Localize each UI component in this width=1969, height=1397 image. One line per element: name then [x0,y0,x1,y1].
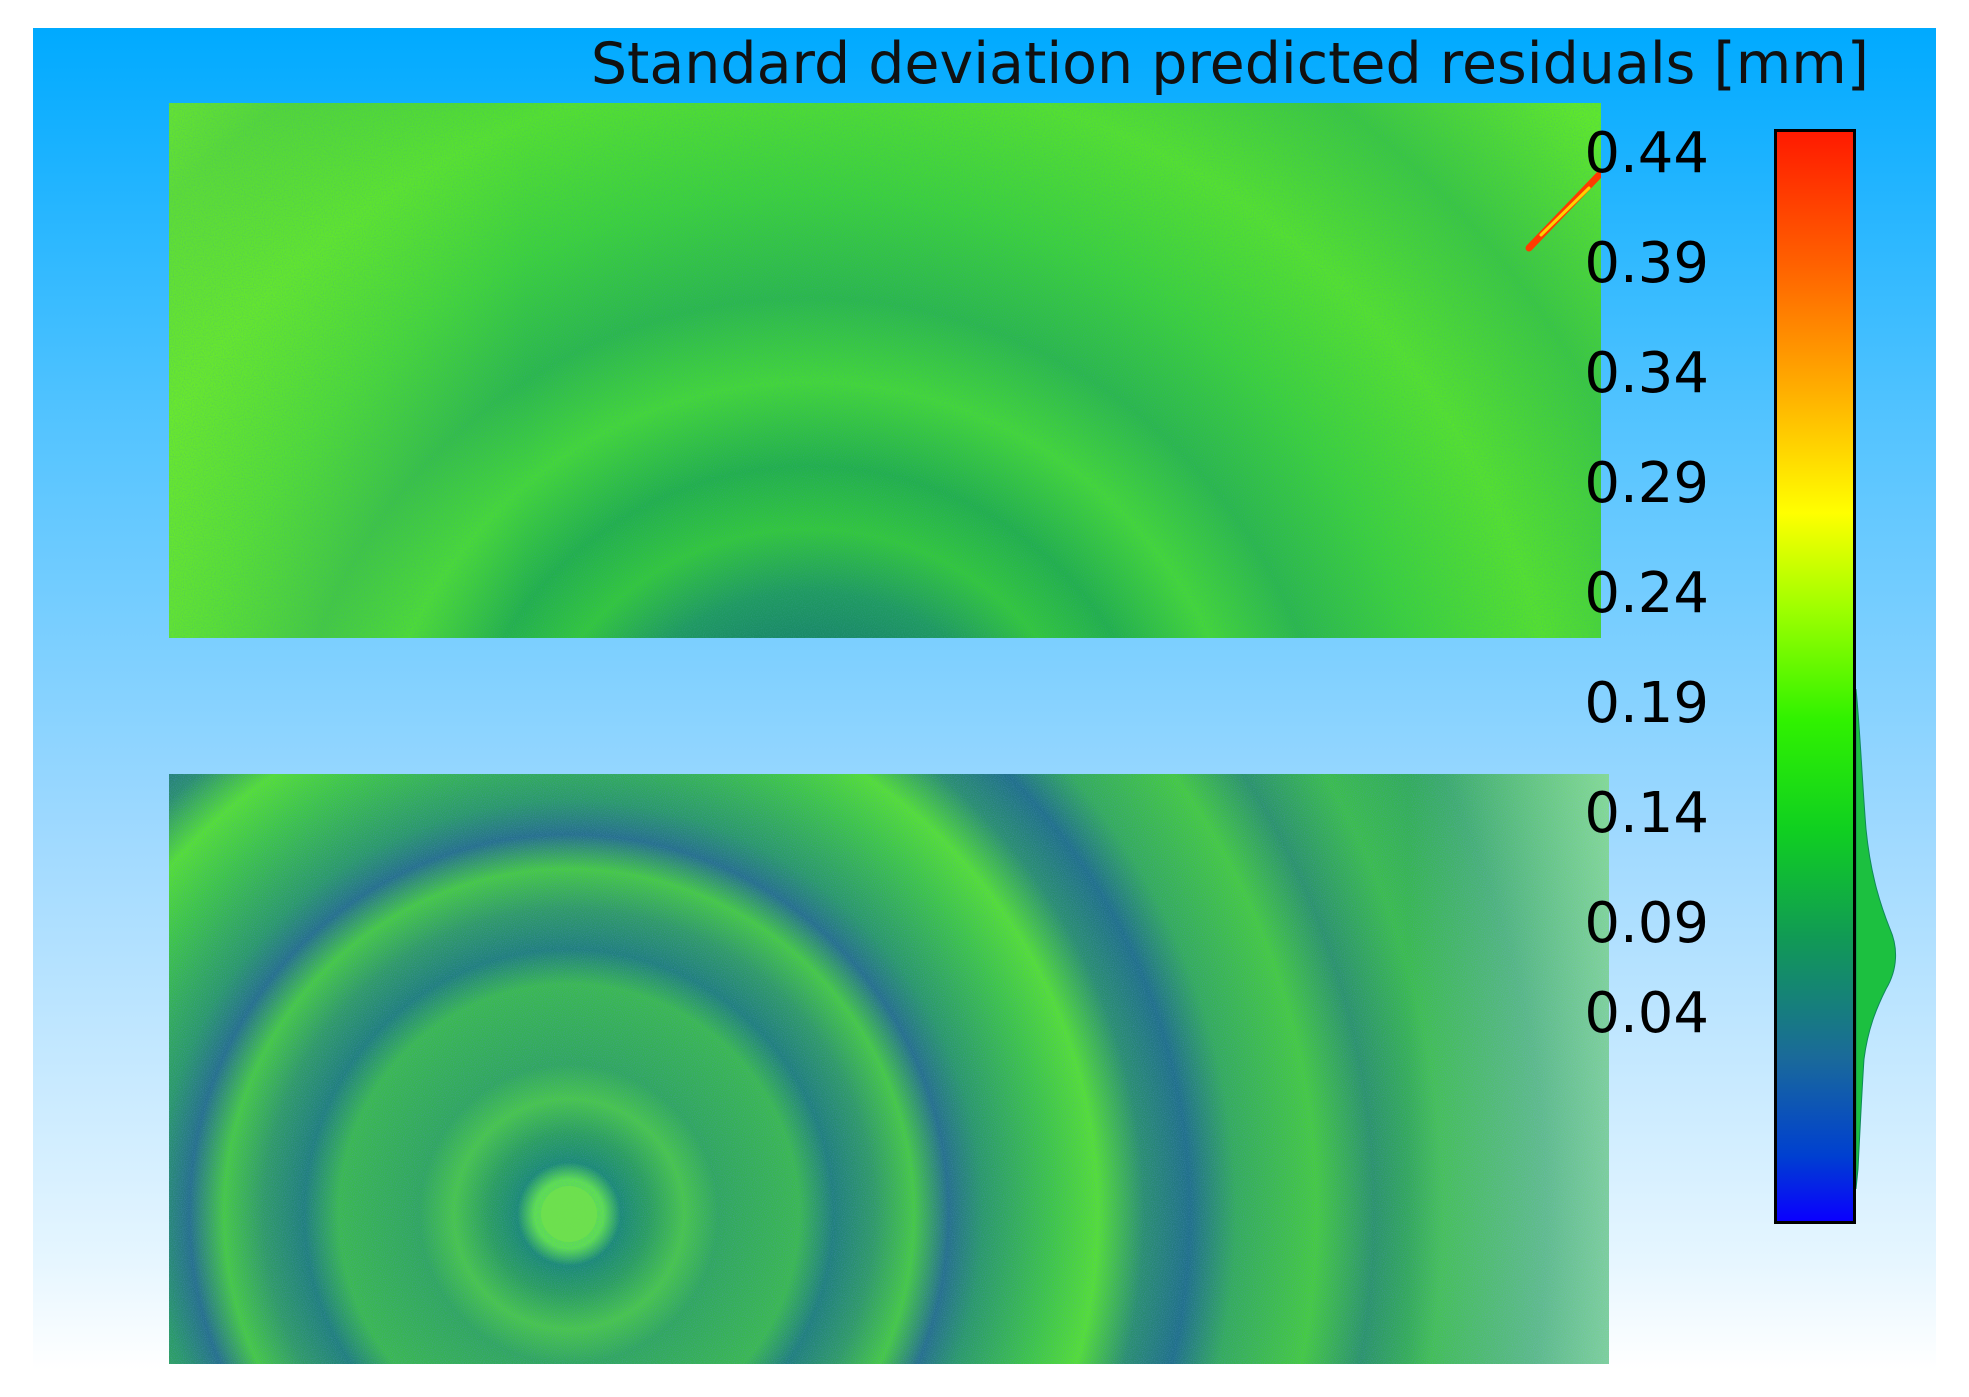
tick-label: 0.24 [1584,561,1709,626]
tick-label: 0.14 [1584,781,1709,846]
scalar-field-title: Standard deviation predicted residuals [… [590,31,1869,97]
tick-label: 0.34 [1584,341,1709,406]
artifact-streak [1525,169,1601,252]
tick-label: 0.39 [1584,231,1709,296]
tick-label: 0.19 [1584,671,1709,736]
3d-viewport[interactable]: Standard deviation predicted residuals [… [33,28,1936,1370]
center-spot [541,1186,597,1242]
point-cloud-bottom-render [169,774,1609,1364]
point-cloud-top-render [169,103,1601,638]
tick-label: 0.09 [1584,891,1709,956]
tick-label: 0.29 [1584,451,1709,516]
value-histogram [1856,688,1897,1190]
color-scale-bar [1774,129,1856,1224]
tick-label: 0.44 [1584,121,1709,186]
point-cloud-panel-top [169,103,1601,638]
point-cloud-panel-bottom [169,774,1609,1364]
tick-label: 0.04 [1584,981,1709,1046]
